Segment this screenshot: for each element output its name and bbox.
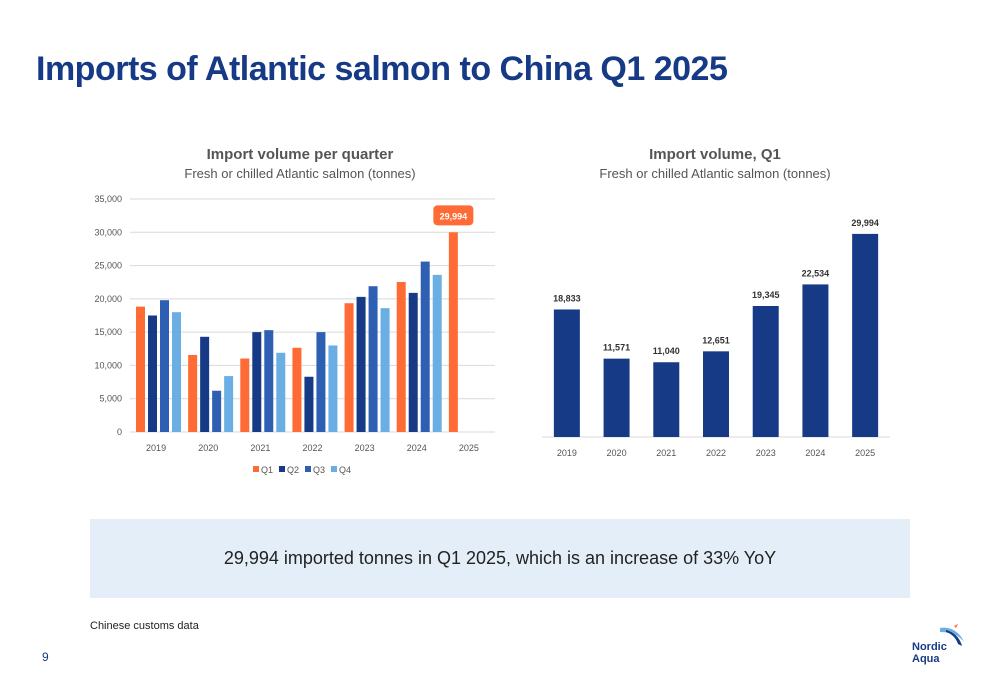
y-tick-label: 30,000 [94,227,122,237]
data-label: 19,345 [752,290,780,300]
highlight-label: 29,994 [440,211,468,221]
logo-line-1: Nordic [912,641,947,653]
x-tick-label: 2024 [407,443,427,453]
summary-text: 29,994 imported tonnes in Q1 2025, which… [223,548,777,568]
x-tick-label: 2019 [557,448,577,458]
bar-q1 [553,309,580,437]
bar-q4 [380,308,390,432]
bar-q3 [420,261,430,432]
bar-q1 [448,232,458,432]
bar-q1 [240,358,250,432]
bar-q1 [653,362,680,437]
highlight-badge [433,205,474,226]
legend-swatch-q4 [331,466,337,472]
chart2-subtitle: Fresh or chilled Atlantic salmon (tonnes… [599,166,831,181]
bar-q4 [224,376,234,432]
bar-q3 [212,390,222,432]
bar-q4 [328,345,338,432]
chart1-title: Import volume per quarter [206,146,394,163]
bar-q4 [432,274,442,432]
bar-q2 [200,336,210,432]
data-label: 11,571 [603,343,630,353]
legend-swatch-q2 [279,466,285,472]
y-tick-label: 10,000 [94,360,122,370]
data-label: 12,651 [702,335,730,345]
x-tick-label: 2020 [198,443,218,453]
logo-wordmark: Nordic Aqua [912,641,947,665]
x-tick-label: 2021 [656,448,676,458]
bar-q2 [148,315,157,432]
y-tick-label: 5,000 [99,394,122,404]
x-tick-label: 2022 [706,448,726,458]
bar-q2 [408,292,418,432]
y-tick-label: 25,000 [94,261,122,271]
legend-swatch-q1 [253,466,259,472]
y-tick-label: 15,000 [94,327,122,337]
bar-q1 [752,306,779,437]
quarterly-bar-chart: 0 5,000 10,000 15,000 20,000 25,000 30,000 35,0… [94,194,495,475]
bar-q4 [172,312,181,432]
bar-q1 [802,284,829,437]
bar-q3 [264,330,274,432]
x-tick-label: 2025 [459,443,479,453]
y-tick-label: 20,000 [94,294,122,304]
page-title: Imports of Atlantic salmon to China Q1 2… [36,50,728,88]
bar-q4 [276,352,286,432]
q1-bar-chart: 18,833 2019 11,571 2020 11,040 2021 12,651 2022… [542,218,890,458]
bar-q2 [304,376,314,432]
bar-q3 [368,286,378,432]
x-tick-label: 2021 [250,443,270,453]
x-tick-label: 2024 [805,448,825,458]
x-tick-label: 2023 [756,448,776,458]
data-label: 18,833 [553,293,581,303]
legend-label: Q2 [287,465,299,475]
source-note: Chinese customs data [90,620,199,632]
x-tick-label: 2025 [855,448,875,458]
bar-q3 [316,332,326,432]
legend-label: Q1 [261,465,273,475]
data-label: 11,040 [653,346,680,356]
bar-q1 [603,358,630,437]
x-tick-label: 2020 [607,448,627,458]
bar-q2 [356,296,366,432]
bar-q3 [160,300,169,432]
bar-q1 [344,303,354,432]
y-tick-label: 35,000 [94,194,122,204]
y-tick-label: 0 [117,427,122,437]
bar-q1 [396,281,406,432]
bar-q1 [136,306,145,432]
nordic-aqua-logo-icon [940,624,964,646]
x-tick-label: 2023 [355,443,375,453]
chart1-subtitle: Fresh or chilled Atlantic salmon (tonnes… [184,166,416,181]
data-label: 22,534 [802,268,830,278]
legend-label: Q4 [339,465,351,475]
legend-label: Q3 [313,465,325,475]
bar-q1 [852,233,879,437]
chart2-title: Import volume, Q1 [649,146,781,163]
bar-q2 [252,332,262,432]
data-label: 29,994 [851,218,879,228]
bar-q1 [188,354,198,432]
x-tick-label: 2022 [302,443,322,453]
logo-line-2: Aqua [912,653,940,665]
bar-q1 [292,347,302,432]
legend-swatch-q3 [305,466,311,472]
bar-q1 [703,351,729,437]
x-tick-label: 2019 [146,443,166,453]
summary-callout: 29,994 imported tonnes in Q1 2025, which… [90,519,910,598]
page-number: 9 [42,650,49,664]
